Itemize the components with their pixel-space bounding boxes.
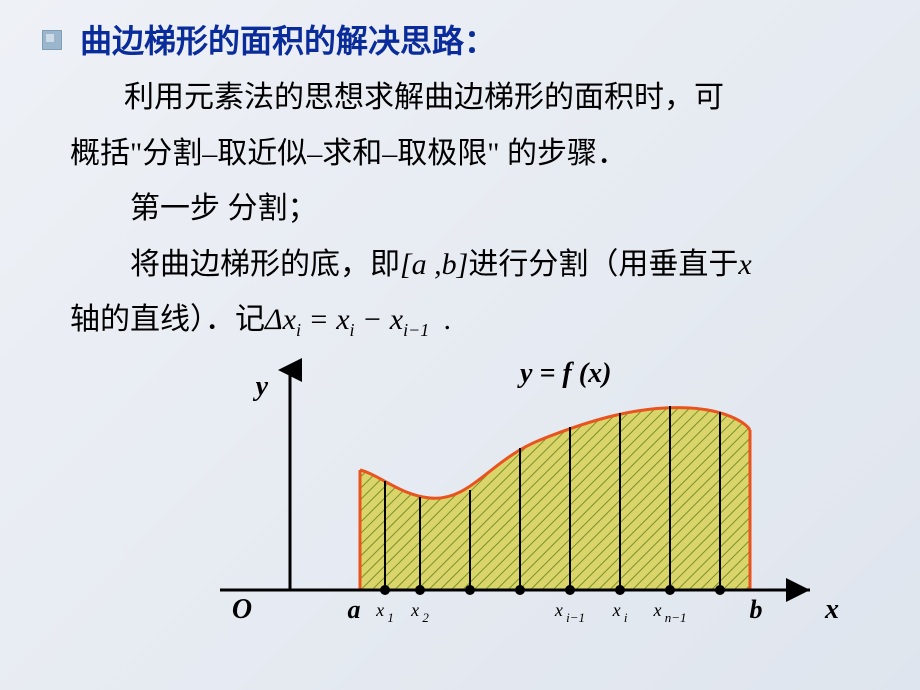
paragraph-4: 将曲边梯形的底，即[a ,b]进行分割（用垂直于x — [70, 237, 860, 293]
p5-part-a: 轴的直线）．记 — [70, 303, 265, 336]
bullet-decoration — [42, 30, 62, 50]
svg-text:b: b — [750, 595, 763, 624]
x-var-1: x — [738, 248, 751, 281]
svg-text:O: O — [232, 594, 252, 625]
p4-part-a: 将曲边梯形的底，即 — [130, 248, 400, 281]
p4-part-b: 进行分割（用垂直于 — [468, 248, 738, 281]
paragraph-1: 利用元素法的思想求解曲边梯形的面积时，可 — [70, 70, 860, 126]
page-title: 曲边梯形的面积的解决思路： — [80, 16, 496, 62]
paragraph-3: 第一步 分割； — [70, 181, 860, 237]
delta-formula: Δxi = xi − xi−1 . — [265, 303, 452, 336]
paragraph-2: 概括"分割–取近似–求和–取极限" 的步骤． — [70, 126, 860, 182]
partition-chart: y x Oa b x 1 x 2 x i−1 x i x n−1 — [170, 350, 850, 670]
svg-text:x 1: x 1 — [375, 600, 394, 625]
interval-ab: [a ,b] — [400, 248, 468, 281]
svg-text:a: a — [348, 595, 361, 624]
paragraph-5: 轴的直线）．记Δxi = xi − xi−1 . — [70, 292, 860, 348]
chart-svg: y x Oa b x 1 x 2 x i−1 x i x n−1 — [170, 350, 850, 670]
svg-text:x n−1: x n−1 — [652, 600, 686, 625]
svg-text:x i: x i — [612, 600, 628, 625]
svg-text:y: y — [253, 371, 269, 402]
svg-text:x 2: x 2 — [410, 600, 429, 625]
svg-text:x i−1: x i−1 — [554, 600, 585, 625]
body-text: 利用元素法的思想求解曲边梯形的面积时，可 概括"分割–取近似–求和–取极限" 的… — [70, 70, 860, 348]
svg-text:x: x — [824, 594, 839, 625]
